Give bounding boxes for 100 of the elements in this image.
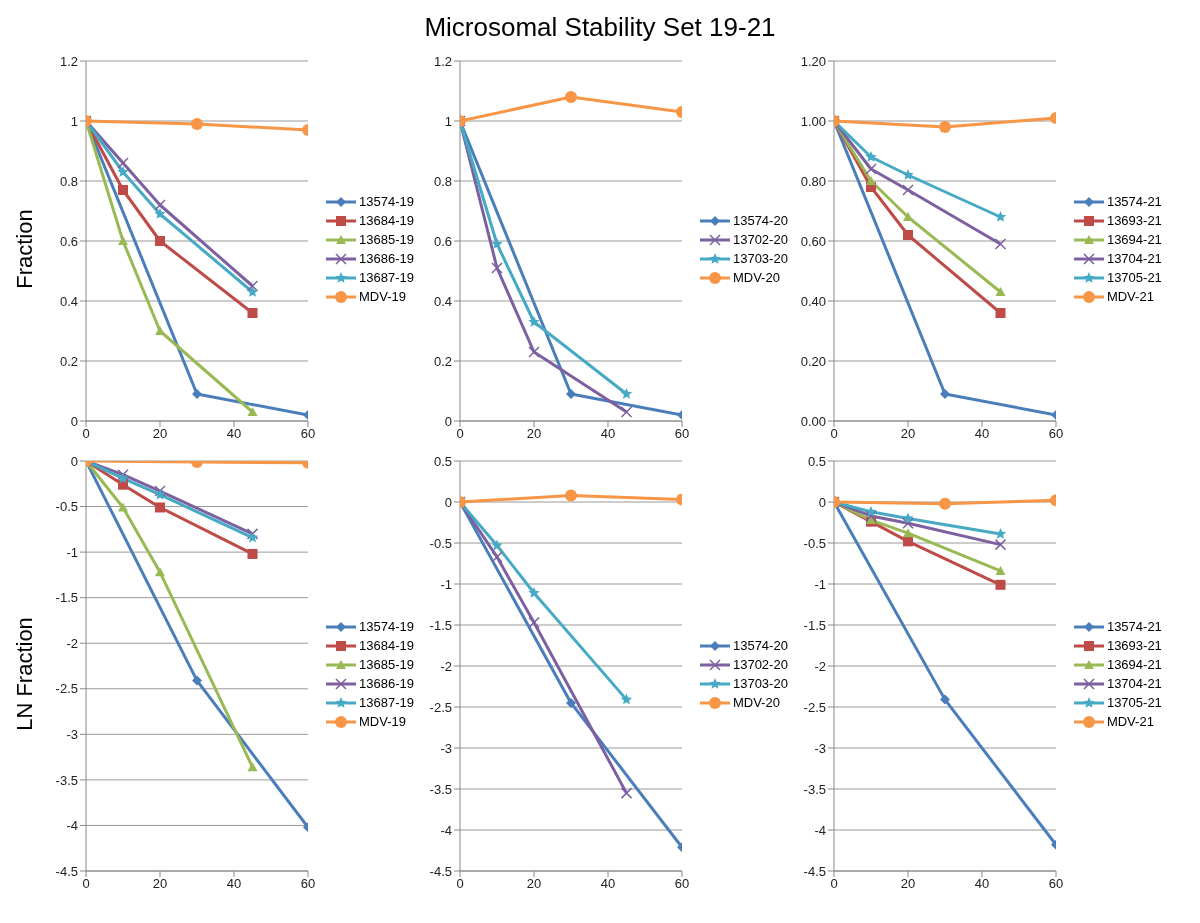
legend-label: 13574-19 (359, 619, 414, 634)
y-tick-label: -2 (440, 658, 452, 674)
y-tick-label: -3 (440, 740, 452, 756)
y-tick-label: -4.5 (803, 863, 826, 879)
legend-label: 13574-19 (359, 194, 414, 209)
y-tick-label: 0.2 (433, 353, 452, 369)
legend-label: 13702-20 (732, 232, 788, 247)
legend-label: 13686-19 (359, 676, 414, 691)
y-tick-label: -0.5 (803, 535, 826, 551)
x-tick-label: 40 (974, 426, 990, 442)
y-tick-label: 0.8 (433, 173, 452, 189)
legend-label: MDV-21 (1106, 289, 1154, 304)
y-tick-label: 0.80 (800, 173, 826, 189)
y-tick-label: -2.5 (803, 699, 826, 715)
legend-label: 13574-20 (732, 638, 788, 653)
legend-label: MDV-20 (732, 695, 780, 710)
y-tick-label: -2.5 (429, 699, 452, 715)
legend-label: 13574-21 (1106, 619, 1162, 634)
x-tick-label: 0 (830, 876, 838, 892)
y-tick-label: -0.5 (429, 535, 452, 551)
y-tick-label: 0.4 (59, 293, 78, 309)
y-tick-label: -4 (814, 822, 826, 838)
y-tick-label: 0.5 (807, 453, 826, 469)
y-tick-label: 0 (70, 413, 78, 429)
legend-label: 13574-21 (1106, 194, 1162, 209)
x-tick-label: 20 (900, 876, 916, 892)
legend-label: 13685-19 (359, 657, 414, 672)
y-tick-label: -0.5 (55, 499, 78, 515)
y-axis-title: Fraction (12, 209, 38, 289)
x-tick-label: 40 (600, 876, 616, 892)
y-tick-label: -1 (66, 544, 78, 560)
legend-label: 13693-21 (1106, 213, 1162, 228)
y-tick-label: -2 (66, 635, 78, 651)
y-tick-label: 1.2 (59, 53, 78, 69)
legend-label: 13704-21 (1106, 676, 1162, 691)
y-tick-label: -3 (814, 740, 826, 756)
y-tick-label: 0.60 (800, 233, 826, 249)
y-tick-label: 0.6 (59, 233, 78, 249)
y-tick-label: -3.5 (803, 781, 826, 797)
y-tick-label: 1.2 (433, 53, 452, 69)
legend-label: 13694-21 (1106, 657, 1162, 672)
y-tick-label: -3.5 (429, 781, 452, 797)
legend-label: MDV-20 (732, 270, 780, 285)
legend-label: 13693-21 (1106, 638, 1162, 653)
x-tick-label: 40 (600, 426, 616, 442)
legend-label: 13704-21 (1106, 251, 1162, 266)
legend-label: MDV-19 (359, 289, 406, 304)
legend-label: 13574-20 (732, 213, 788, 228)
y-tick-label: 1 (444, 113, 452, 129)
y-tick-label: 0.5 (433, 453, 452, 469)
y-tick-label: -4.5 (429, 863, 452, 879)
y-tick-label: -1.5 (429, 617, 452, 633)
x-tick-label: 60 (1048, 876, 1064, 892)
legend-label: 13694-21 (1106, 232, 1162, 247)
y-tick-label: -4.5 (55, 863, 78, 879)
legend-label: MDV-21 (1106, 714, 1154, 729)
x-tick-label: 40 (974, 876, 990, 892)
y-tick-label: 0 (70, 453, 78, 469)
legend-label: 13684-19 (359, 638, 414, 653)
legend-label: 13687-19 (359, 270, 414, 285)
x-tick-label: 0 (830, 426, 838, 442)
legend-label: 13705-21 (1106, 270, 1162, 285)
x-tick-label: 60 (300, 876, 316, 892)
y-tick-label: 0.20 (800, 353, 826, 369)
legend-label: 13703-20 (732, 251, 788, 266)
x-tick-label: 20 (526, 426, 542, 442)
y-tick-label: -4 (440, 822, 452, 838)
y-tick-label: 0.4 (433, 293, 452, 309)
y-tick-label: 0.00 (800, 413, 826, 429)
x-tick-label: 20 (152, 426, 168, 442)
y-tick-label: -1.5 (55, 590, 78, 606)
legend-label: 13705-21 (1106, 695, 1162, 710)
x-tick-label: 40 (226, 876, 242, 892)
legend-label: 13702-20 (732, 657, 788, 672)
y-tick-label: -2 (814, 658, 826, 674)
x-tick-label: 0 (82, 876, 90, 892)
x-tick-label: 0 (456, 876, 464, 892)
y-tick-label: 1.00 (800, 113, 826, 129)
legend-label: 13703-20 (732, 676, 788, 691)
y-tick-label: -1.5 (803, 617, 826, 633)
y-tick-label: -1 (440, 576, 452, 592)
x-tick-label: 20 (152, 876, 168, 892)
y-tick-label: -3.5 (55, 772, 78, 788)
legend-label: 13687-19 (359, 695, 414, 710)
y-tick-label: 0.8 (59, 173, 78, 189)
x-tick-label: 60 (674, 426, 690, 442)
legend-label: 13684-19 (359, 213, 414, 228)
x-tick-label: 60 (674, 876, 690, 892)
y-tick-label: 0.40 (800, 293, 826, 309)
y-tick-label: 0 (818, 494, 826, 510)
x-tick-label: 0 (456, 426, 464, 442)
legend-label: MDV-19 (359, 714, 406, 729)
chart-title: Microsomal Stability Set 19-21 (423, 11, 777, 44)
y-tick-label: -2.5 (55, 681, 78, 697)
y-axis-title: LN Fraction (12, 617, 38, 731)
x-tick-label: 40 (226, 426, 242, 442)
x-tick-label: 60 (1048, 426, 1064, 442)
legend-label: 13685-19 (359, 232, 414, 247)
y-tick-label: -3 (66, 726, 78, 742)
x-tick-label: 20 (526, 876, 542, 892)
